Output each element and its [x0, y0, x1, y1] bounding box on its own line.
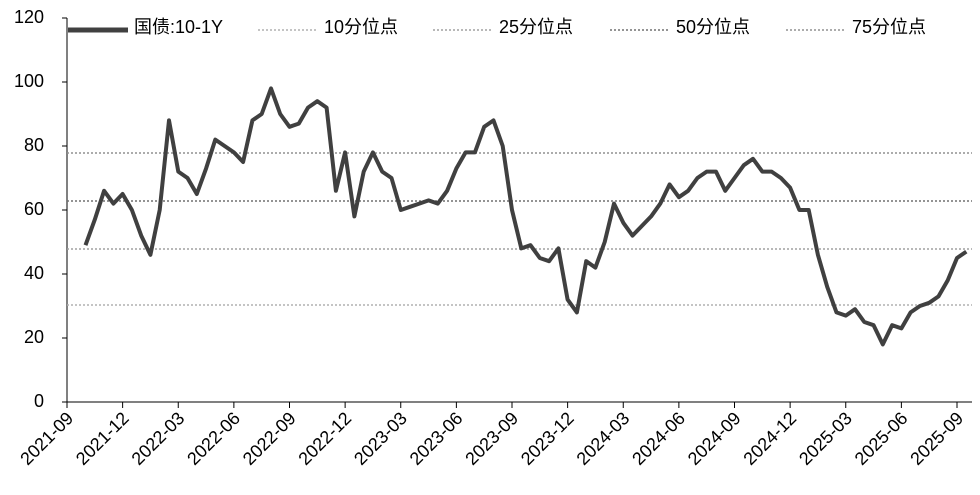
series-line — [83, 86, 968, 347]
x-tick-label: 2024-06 — [628, 408, 689, 469]
legend-label: 10分位点 — [324, 17, 398, 37]
x-tick-label: 2025-06 — [851, 408, 912, 469]
y-tick-label: 40 — [24, 263, 44, 283]
x-tick-label: 2025-09 — [906, 408, 967, 469]
y-tick-label: 120 — [14, 7, 44, 27]
legend-background — [68, 10, 971, 42]
y-tick-label: 100 — [14, 71, 44, 91]
y-tick-label: 0 — [34, 391, 44, 411]
y-tick-label: 80 — [24, 135, 44, 155]
legend-label: 25分位点 — [499, 17, 573, 37]
y-tick-label: 60 — [24, 199, 44, 219]
x-tick-label: 2022-09 — [239, 408, 300, 469]
x-tick-label: 2025-03 — [795, 408, 856, 469]
x-tick-label: 2022-06 — [183, 408, 244, 469]
x-tick-label: 2023-12 — [517, 408, 578, 469]
x-tick-label: 2023-06 — [406, 408, 467, 469]
x-tick-label: 2024-03 — [573, 408, 634, 469]
legend-label: 50分位点 — [676, 17, 750, 37]
x-tick-label: 2024-12 — [739, 408, 800, 469]
legend-label: 国债:10-1Y — [134, 17, 223, 37]
x-tick-label: 2023-09 — [461, 408, 522, 469]
y-tick-label: 20 — [24, 327, 44, 347]
x-tick-label: 2021-12 — [72, 408, 133, 469]
legend-label: 75分位点 — [852, 17, 926, 37]
x-tick-label: 2024-09 — [684, 408, 745, 469]
x-tick-label: 2023-03 — [350, 408, 411, 469]
x-tick-label: 2021-09 — [16, 408, 77, 469]
x-tick-label: 2022-03 — [128, 408, 189, 469]
x-tick-label: 2022-12 — [294, 408, 355, 469]
